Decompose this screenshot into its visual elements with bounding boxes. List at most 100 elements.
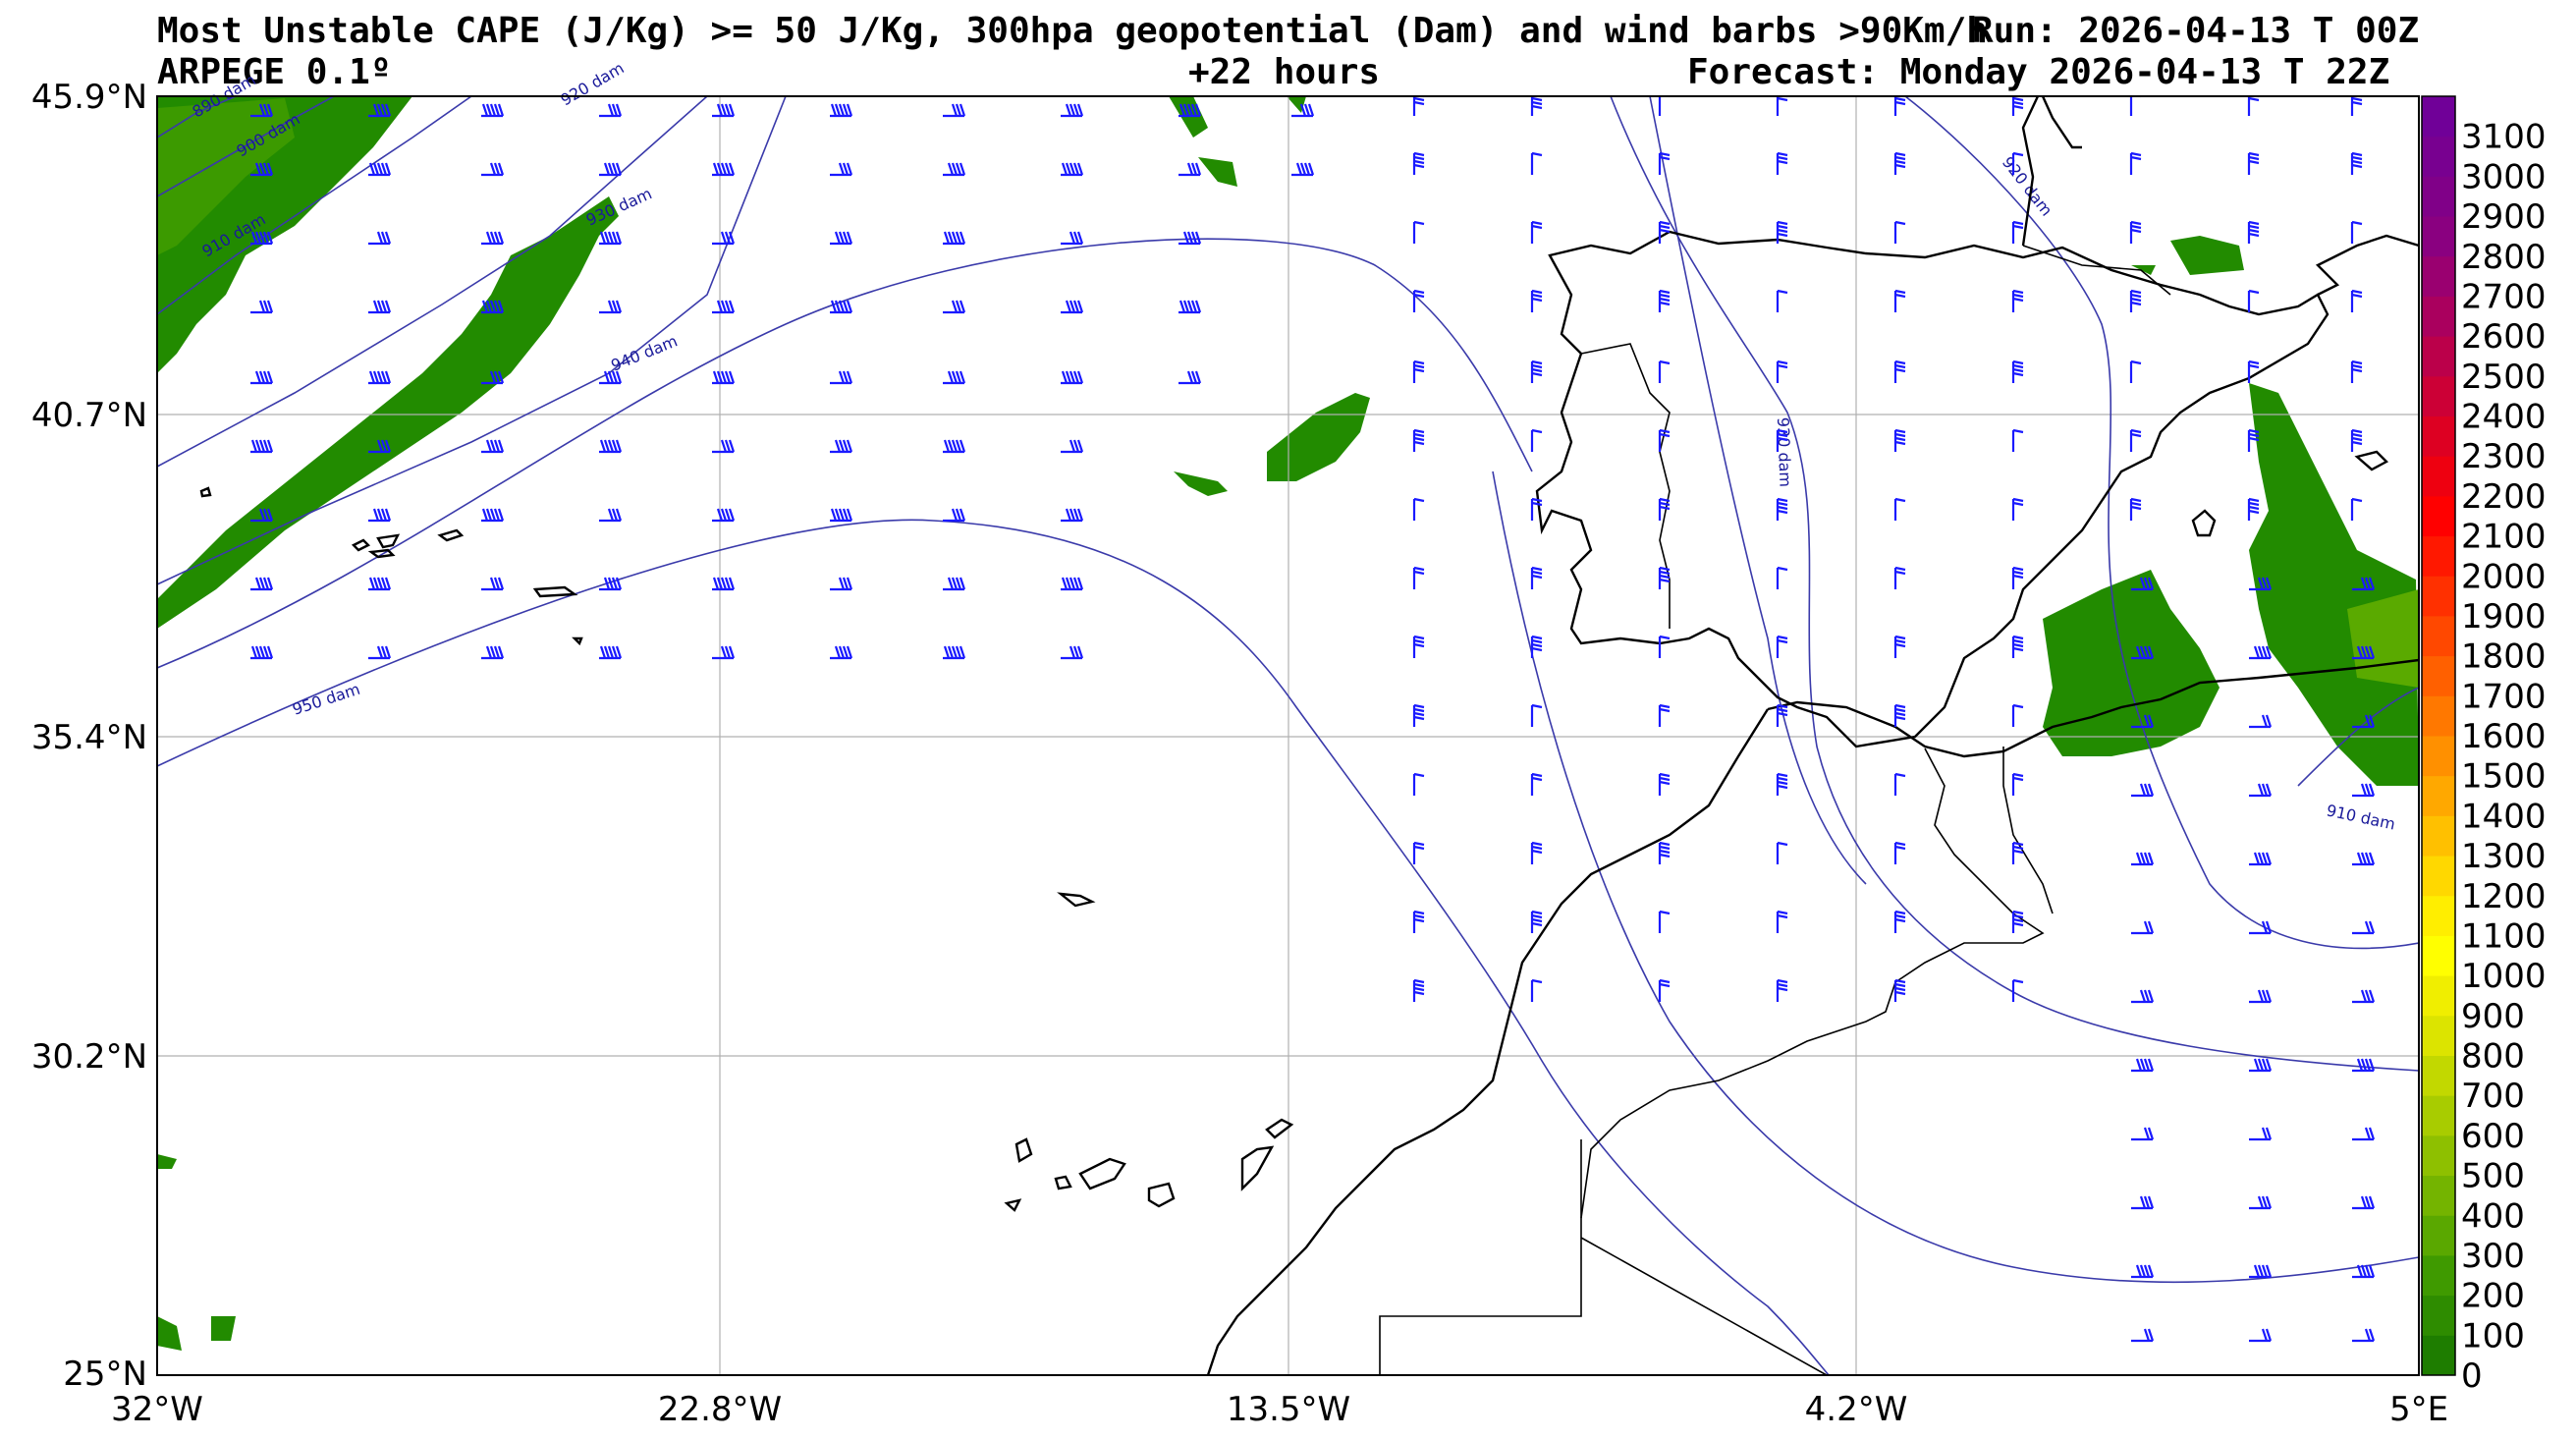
contour-line-930 bbox=[157, 96, 787, 585]
wind-barb bbox=[2011, 360, 2024, 383]
wind-barb bbox=[2352, 1264, 2376, 1279]
colorbar-tick-label: 2300 bbox=[2461, 437, 2547, 476]
wind-barb bbox=[1776, 289, 1788, 312]
colorbar-tick-label: 600 bbox=[2461, 1117, 2525, 1156]
wind-barb bbox=[368, 508, 392, 523]
wind-barb bbox=[599, 231, 623, 246]
wind-barb bbox=[2131, 577, 2155, 591]
wind-barb bbox=[2131, 989, 2155, 1004]
cape-area-mid-atlantic bbox=[1174, 471, 1228, 496]
lat-label-45-9: 45.9°N bbox=[31, 78, 147, 117]
wind-barb bbox=[368, 231, 392, 246]
wind-barb bbox=[830, 370, 853, 385]
wind-barb bbox=[1178, 300, 1202, 314]
wind-barb bbox=[830, 439, 853, 454]
colorbar-tick-label: 3000 bbox=[2461, 157, 2547, 196]
wind-barb bbox=[830, 645, 853, 660]
wind-barb bbox=[712, 439, 736, 454]
wind-barb bbox=[2352, 852, 2376, 866]
colorbar-tick-label: 500 bbox=[2461, 1157, 2525, 1196]
wind-barb bbox=[1776, 978, 1788, 1002]
colorbar-segment bbox=[2422, 576, 2455, 617]
colorbar-segment bbox=[2422, 655, 2455, 696]
lead-time: +22 hours bbox=[1188, 52, 1381, 92]
wind-barb bbox=[1658, 289, 1671, 312]
wind-barb bbox=[599, 439, 623, 454]
lon-axis: 32°W 22.8°W 13.5°W 4.2°W 5°E bbox=[111, 1390, 2448, 1429]
wind-barb bbox=[1893, 289, 1906, 312]
coast-morocco-atlantic bbox=[1206, 708, 1770, 1375]
wind-barb bbox=[1658, 772, 1671, 796]
border-western-sahara bbox=[1379, 1139, 1828, 1375]
wind-barb bbox=[2249, 1127, 2273, 1141]
colorbar-segment bbox=[2422, 255, 2455, 297]
wind-barb bbox=[2249, 852, 2273, 866]
colorbar-tick-label: 900 bbox=[2461, 997, 2525, 1036]
wind-barb bbox=[1291, 162, 1315, 177]
colorbar-segment bbox=[2422, 736, 2455, 777]
cape-band-diagonal bbox=[157, 196, 619, 629]
wind-barb bbox=[1776, 497, 1788, 521]
wind-barb bbox=[250, 231, 274, 246]
wind-barb bbox=[712, 370, 736, 385]
colorbar-segment bbox=[2422, 1335, 2455, 1376]
wind-barb bbox=[1776, 703, 1788, 727]
wind-barb bbox=[1412, 703, 1425, 727]
wind-barb bbox=[2131, 920, 2155, 935]
wind-barb bbox=[2352, 714, 2376, 729]
wind-barb bbox=[2011, 703, 2024, 727]
wind-barb bbox=[2249, 645, 2273, 660]
colorbar-tick-label: 1300 bbox=[2461, 837, 2547, 876]
colorbar-tick-label: 100 bbox=[2461, 1316, 2525, 1356]
border-spain-france bbox=[2022, 245, 2171, 296]
colorbar-tick-label: 800 bbox=[2461, 1037, 2525, 1077]
wind-barb bbox=[1530, 703, 1543, 727]
wind-barb bbox=[1893, 841, 1906, 864]
colorbar-segment bbox=[2422, 535, 2455, 577]
coast-north-africa bbox=[1767, 658, 2419, 758]
lat-axis: 45.9°N 40.7°N 35.4°N 30.2°N 25°N bbox=[31, 78, 147, 1394]
colorbar-segment bbox=[2422, 415, 2455, 457]
wind-barb bbox=[2247, 497, 2260, 521]
wind-barb bbox=[481, 231, 505, 246]
colorbar-tick-label: 1800 bbox=[2461, 637, 2547, 677]
wind-barb bbox=[368, 300, 392, 314]
wind-barb bbox=[2247, 428, 2260, 452]
contour-line-910-east bbox=[2297, 687, 2419, 787]
wind-barb bbox=[2247, 151, 2260, 175]
wind-barb bbox=[368, 162, 392, 177]
wind-barb bbox=[250, 103, 274, 118]
wind-barb bbox=[1530, 360, 1543, 383]
colorbar-segment bbox=[2422, 1015, 2455, 1056]
wind-barb bbox=[1776, 772, 1788, 796]
wind-barb bbox=[1530, 910, 1543, 933]
wind-barb bbox=[599, 577, 623, 591]
wind-barb bbox=[1178, 370, 1202, 385]
wind-barb bbox=[250, 162, 274, 177]
cape-area-mediterranean bbox=[2043, 570, 2220, 756]
wind-barb bbox=[481, 103, 505, 118]
colorbar-segment bbox=[2422, 1295, 2455, 1336]
wind-barb bbox=[2011, 566, 2024, 589]
wind-barb bbox=[2247, 289, 2260, 312]
colorbar-tick-label: 0 bbox=[2461, 1356, 2483, 1396]
lon-label-5e: 5°E bbox=[2389, 1390, 2448, 1429]
wind-barb bbox=[2352, 1127, 2376, 1141]
cape-colorbar bbox=[2421, 95, 2456, 1376]
wind-barb bbox=[1776, 220, 1788, 244]
wind-barb bbox=[2350, 360, 2363, 383]
lon-label-4-2w: 4.2°W bbox=[1805, 1390, 1908, 1429]
colorbar-segment bbox=[2422, 456, 2455, 497]
wind-barb bbox=[368, 577, 392, 591]
wind-barb bbox=[1530, 289, 1543, 312]
wind-barb bbox=[2352, 920, 2376, 935]
wind-barb bbox=[1893, 151, 1906, 175]
contour-line-910 bbox=[157, 96, 472, 315]
wind-barb bbox=[1658, 841, 1671, 864]
wind-barb bbox=[1530, 772, 1543, 796]
wind-barb bbox=[2131, 1328, 2155, 1343]
lat-label-35-4: 35.4°N bbox=[31, 718, 147, 757]
wind-barb bbox=[250, 370, 274, 385]
wind-barb bbox=[2352, 1195, 2376, 1210]
colorbar-tick-label: 1700 bbox=[2461, 677, 2547, 716]
